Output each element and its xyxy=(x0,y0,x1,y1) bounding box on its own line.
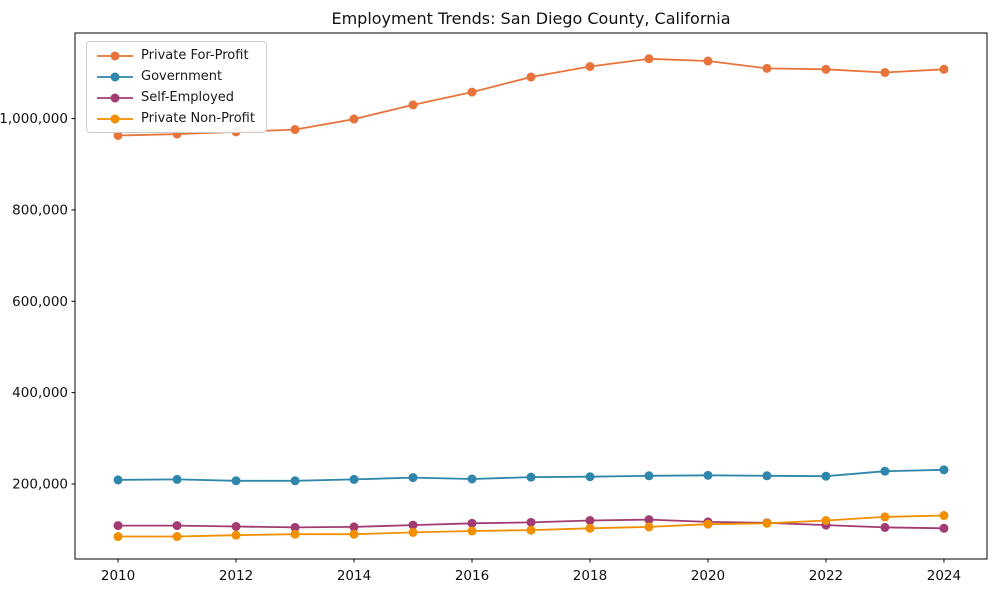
data-point-marker xyxy=(939,523,949,533)
data-point-marker xyxy=(703,519,713,529)
data-point-marker xyxy=(880,466,890,476)
data-point-marker xyxy=(408,520,418,530)
data-point-marker xyxy=(939,465,949,475)
data-point-marker xyxy=(408,527,418,537)
data-point-marker xyxy=(821,64,831,74)
legend-marker-icon xyxy=(97,93,133,102)
x-tick-label: 2014 xyxy=(337,568,371,584)
y-tick-label: 200,000 xyxy=(12,477,68,493)
x-tick-label: 2020 xyxy=(691,568,725,584)
data-point-marker xyxy=(408,473,418,483)
chart-title: Employment Trends: San Diego County, Cal… xyxy=(331,9,731,28)
legend-marker-icon xyxy=(97,114,133,123)
data-point-marker xyxy=(290,476,300,486)
data-point-marker xyxy=(644,54,654,64)
data-point-marker xyxy=(231,476,241,486)
data-point-marker xyxy=(290,125,300,135)
data-point-marker xyxy=(467,526,477,536)
x-tick-label: 2018 xyxy=(573,568,607,584)
data-point-marker xyxy=(113,521,123,531)
data-point-marker xyxy=(467,518,477,528)
data-point-marker xyxy=(172,474,182,484)
legend-label: Government xyxy=(141,69,223,84)
data-point-marker xyxy=(526,72,536,82)
data-point-marker xyxy=(113,532,123,542)
axes-border xyxy=(74,32,988,560)
data-point-marker xyxy=(526,517,536,527)
x-tick-label: 2010 xyxy=(101,568,135,584)
legend-item: Self-Employed xyxy=(89,87,264,108)
y-tick-label: 400,000 xyxy=(12,385,68,401)
data-point-marker xyxy=(939,64,949,74)
data-point-marker xyxy=(526,525,536,535)
x-tick-label: 2024 xyxy=(927,568,961,584)
data-point-marker xyxy=(290,529,300,539)
data-point-marker xyxy=(172,521,182,531)
legend-marker-icon xyxy=(97,72,133,81)
data-point-marker xyxy=(349,474,359,484)
data-point-marker xyxy=(467,87,477,97)
data-point-marker xyxy=(821,471,831,481)
data-point-marker xyxy=(526,472,536,482)
data-point-marker xyxy=(231,521,241,531)
data-point-marker xyxy=(408,100,418,110)
legend-label: Self-Employed xyxy=(141,90,235,105)
data-point-marker xyxy=(644,471,654,481)
data-point-marker xyxy=(762,471,772,481)
data-point-marker xyxy=(349,114,359,124)
y-tick-label: 1,000,000 xyxy=(0,111,68,127)
x-tick-label: 2016 xyxy=(455,568,489,584)
data-point-marker xyxy=(880,67,890,77)
data-point-marker xyxy=(762,518,772,528)
data-point-marker xyxy=(703,470,713,480)
data-point-marker xyxy=(231,530,241,540)
data-point-marker xyxy=(349,522,359,532)
data-point-marker xyxy=(939,511,949,521)
data-point-marker xyxy=(290,522,300,532)
data-point-marker xyxy=(467,474,477,484)
data-point-marker xyxy=(349,529,359,539)
data-point-marker xyxy=(113,130,123,140)
data-point-marker xyxy=(585,472,595,482)
data-point-marker xyxy=(821,516,831,526)
data-point-marker xyxy=(585,62,595,72)
legend: Private For-Profit Government Self-Employe… xyxy=(86,41,267,133)
legend-item: Government xyxy=(89,66,264,87)
legend-marker-icon xyxy=(97,51,133,60)
x-tick-label: 2022 xyxy=(809,568,843,584)
legend-label: Private Non-Profit xyxy=(141,111,255,126)
legend-item: Private For-Profit xyxy=(89,45,264,66)
y-tick-label: 800,000 xyxy=(12,202,68,218)
x-tick-label: 2012 xyxy=(219,568,253,584)
data-point-marker xyxy=(113,475,123,485)
data-point-marker xyxy=(585,523,595,533)
data-point-marker xyxy=(585,516,595,526)
legend-item: Private Non-Profit xyxy=(89,108,264,129)
data-point-marker xyxy=(644,515,654,525)
data-point-marker xyxy=(880,522,890,532)
data-point-marker xyxy=(880,512,890,522)
data-point-marker xyxy=(644,522,654,532)
data-point-marker xyxy=(172,532,182,542)
legend-label: Private For-Profit xyxy=(141,48,249,63)
data-point-marker xyxy=(703,56,713,66)
data-point-marker xyxy=(762,63,772,73)
y-tick-label: 600,000 xyxy=(12,294,68,310)
